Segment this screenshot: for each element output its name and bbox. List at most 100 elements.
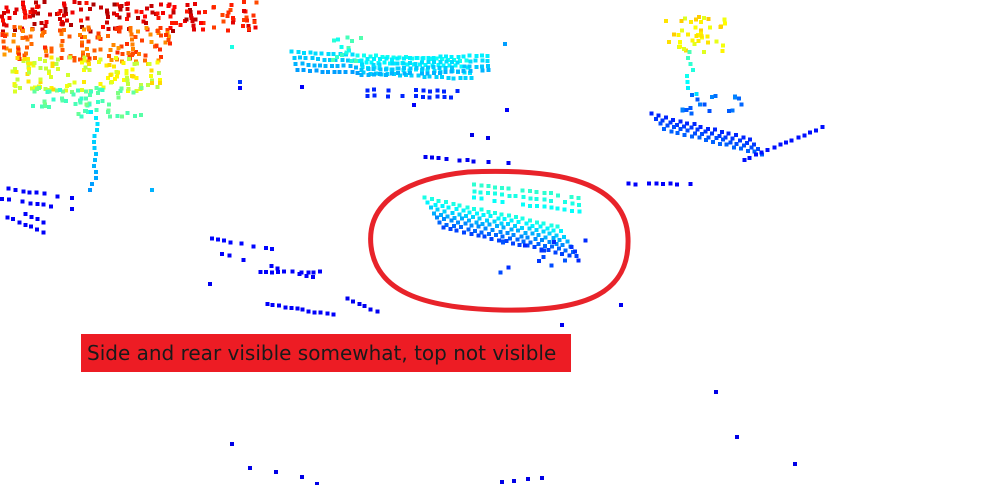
lidar-point bbox=[114, 69, 119, 74]
lidar-point bbox=[512, 479, 516, 483]
lidar-point bbox=[430, 196, 434, 201]
lidar-point bbox=[340, 58, 345, 62]
lidar-point bbox=[7, 16, 12, 21]
lidar-point bbox=[420, 94, 425, 99]
lidar-point bbox=[308, 50, 313, 55]
lidar-point bbox=[61, 89, 66, 94]
lidar-point bbox=[2, 45, 6, 50]
highlight-ellipse bbox=[368, 168, 631, 313]
lidar-point bbox=[793, 462, 797, 466]
lidar-point bbox=[302, 51, 307, 55]
lidar-point bbox=[155, 84, 160, 89]
lidar-point bbox=[486, 160, 491, 164]
lidar-point bbox=[562, 258, 567, 263]
lidar-point bbox=[702, 102, 707, 107]
lidar-point bbox=[567, 253, 572, 258]
lidar-point bbox=[784, 140, 789, 145]
lidar-point bbox=[562, 235, 566, 240]
lidar-point bbox=[80, 50, 85, 55]
lidar-point bbox=[420, 56, 425, 61]
lidar-point bbox=[70, 196, 75, 200]
lidar-point bbox=[269, 264, 274, 268]
lidar-point bbox=[374, 71, 379, 76]
lidar-point bbox=[807, 130, 812, 135]
lidar-point bbox=[34, 190, 39, 195]
lidar-point bbox=[515, 228, 520, 233]
lidar-point bbox=[298, 55, 303, 60]
lidar-point bbox=[150, 80, 154, 85]
lidar-point bbox=[154, 43, 159, 48]
lidar-point bbox=[721, 137, 726, 142]
lidar-point bbox=[427, 74, 432, 79]
lidar-point bbox=[685, 128, 690, 133]
lidar-point bbox=[722, 17, 727, 22]
lidar-point bbox=[560, 251, 565, 256]
lidar-point bbox=[507, 193, 512, 198]
lidar-point bbox=[463, 76, 468, 81]
lidar-point bbox=[435, 88, 440, 93]
lidar-point bbox=[246, 26, 251, 31]
lidar-point bbox=[263, 246, 268, 251]
lidar-point bbox=[39, 33, 44, 38]
lidar-point bbox=[40, 27, 45, 32]
lidar-point bbox=[431, 60, 436, 65]
lidar-point bbox=[159, 54, 163, 59]
lidar-point bbox=[238, 80, 242, 84]
lidar-point bbox=[318, 63, 322, 68]
lidar-point bbox=[25, 37, 30, 42]
lidar-point bbox=[726, 131, 731, 136]
lidar-point bbox=[114, 27, 119, 32]
lidar-point bbox=[221, 19, 226, 24]
lidar-point bbox=[478, 190, 483, 195]
lidar-point bbox=[542, 204, 547, 209]
lidar-point bbox=[395, 56, 400, 61]
lidar-point bbox=[116, 95, 121, 100]
lidar-point bbox=[506, 186, 511, 191]
lidar-point bbox=[331, 38, 336, 43]
lidar-point bbox=[371, 66, 376, 71]
lidar-point bbox=[408, 66, 413, 71]
lidar-point bbox=[14, 7, 19, 12]
lidar-point bbox=[230, 45, 234, 49]
lidar-point bbox=[516, 219, 521, 224]
lidar-point bbox=[94, 152, 99, 156]
lidar-point bbox=[157, 71, 162, 76]
lidar-point bbox=[28, 224, 33, 229]
lidar-point bbox=[143, 21, 148, 26]
lidar-point bbox=[501, 225, 506, 230]
lidar-point bbox=[778, 142, 783, 147]
lidar-point bbox=[366, 72, 371, 77]
lidar-point bbox=[738, 138, 743, 143]
lidar-point bbox=[23, 223, 28, 228]
lidar-point bbox=[408, 55, 413, 60]
lidar-point bbox=[443, 70, 448, 75]
lidar-point bbox=[300, 85, 304, 89]
lidar-point bbox=[476, 224, 481, 229]
lidar-point bbox=[718, 142, 723, 146]
lidar-point bbox=[486, 210, 491, 215]
lidar-point bbox=[359, 67, 364, 72]
lidar-point bbox=[355, 71, 360, 75]
lidar-point bbox=[372, 93, 377, 98]
lidar-point bbox=[569, 208, 574, 213]
lidar-point bbox=[45, 89, 50, 94]
lidar-point bbox=[414, 94, 418, 98]
lidar-point bbox=[689, 93, 694, 98]
lidar-point bbox=[413, 61, 418, 66]
lidar-point bbox=[714, 39, 719, 44]
lidar-point bbox=[398, 73, 403, 78]
lidar-point bbox=[36, 4, 41, 9]
lidar-point bbox=[454, 206, 459, 211]
lidar-point bbox=[59, 55, 64, 60]
lidar-point bbox=[407, 60, 412, 65]
lidar-point bbox=[479, 207, 484, 212]
lidar-point bbox=[391, 55, 396, 60]
lidar-point bbox=[532, 245, 537, 250]
lidar-point bbox=[457, 212, 462, 217]
lidar-point bbox=[28, 201, 33, 206]
lidar-point bbox=[746, 148, 751, 153]
lidar-point bbox=[423, 63, 428, 68]
lidar-point bbox=[451, 202, 456, 207]
lidar-point bbox=[383, 67, 388, 72]
lidar-point bbox=[499, 221, 504, 226]
